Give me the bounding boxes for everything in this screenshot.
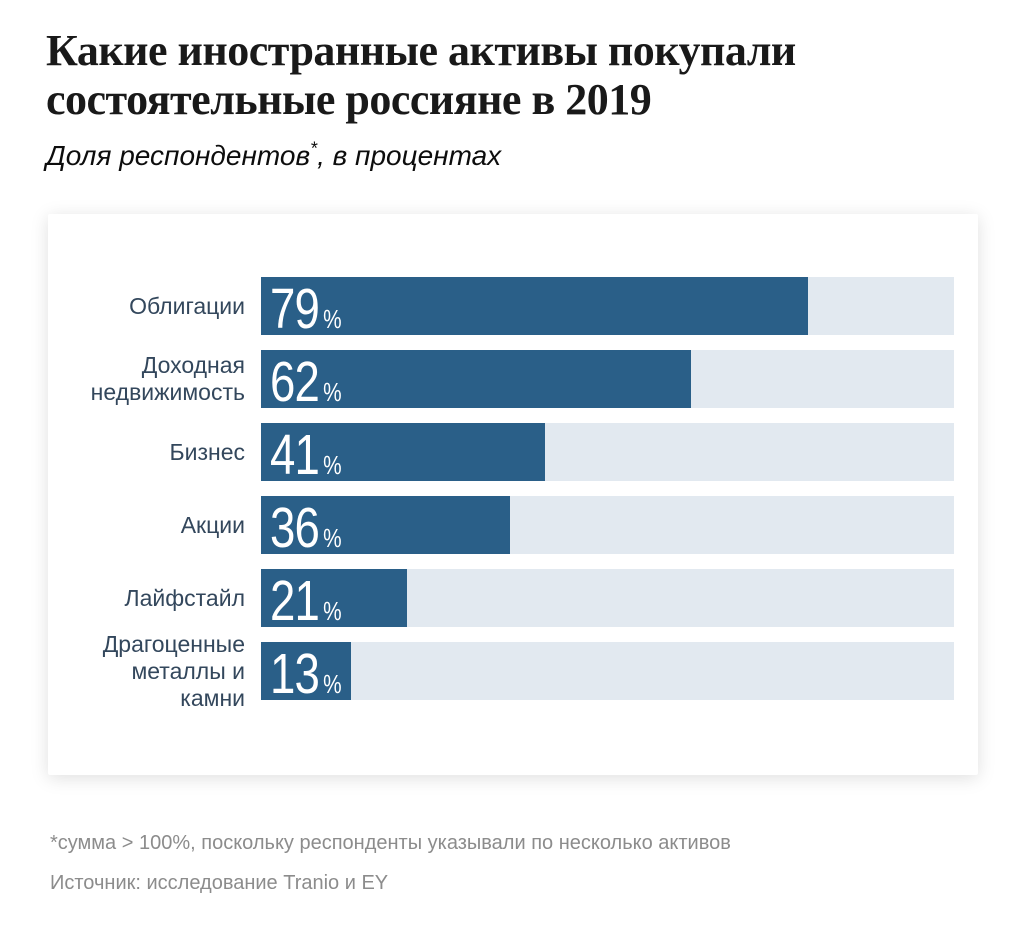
chart-title-line-1: Какие иностранные активы покупали	[46, 26, 796, 75]
chart-title-line-2: состоятельные россияне в 2019	[46, 75, 652, 124]
bar-row: Доходная недвижимость 62%	[71, 350, 954, 414]
bar-value-percent-sign: %	[323, 596, 342, 626]
footnote: *сумма > 100%, поскольку респонденты ука…	[50, 832, 731, 854]
bar-value-percent-sign: %	[323, 304, 342, 334]
source-line: Источник: исследование Tranio и EY	[50, 872, 389, 894]
bar-track: 36%	[261, 496, 954, 560]
bar-value: 36%	[270, 496, 342, 560]
bar-row: Лайфстайл 21%	[71, 569, 954, 633]
bar-fill: 79%	[261, 277, 809, 341]
bar-value: 41%	[270, 423, 342, 487]
bar-label: Доходная недвижимость	[90, 352, 245, 405]
bar-value: 79%	[270, 277, 342, 341]
bar-chart: Облигации 79% Доходная недвижимость 62% Бизн…	[71, 277, 954, 711]
bar-fill: 13%	[261, 642, 352, 706]
bar-row: Облигации 79%	[71, 277, 954, 341]
bar-value: 21%	[270, 569, 342, 633]
subtitle-unit-text: , в процентах	[317, 140, 502, 171]
bar-value-percent-sign: %	[323, 377, 342, 407]
bar-row: Бизнес 41%	[71, 423, 954, 487]
bar-label: Акции	[180, 511, 245, 538]
bar-track: 21%	[261, 569, 954, 633]
bar-label: Лайфстайл	[124, 584, 246, 611]
bar-track: 62%	[261, 350, 954, 414]
chart-subtitle: Доля респондентов*, в процентах	[46, 140, 984, 172]
bar-label: Драгоценные металлы и камни	[102, 630, 245, 711]
bar-value-percent-sign: %	[323, 523, 342, 553]
bar-track: 13%	[261, 642, 954, 706]
bar-fill: 62%	[261, 350, 691, 414]
bar-fill: 41%	[261, 423, 546, 487]
bar-track: 41%	[261, 423, 954, 487]
bar-row: Драгоценные металлы и камни 13%	[71, 631, 954, 711]
bar-label: Облигации	[129, 292, 245, 319]
subtitle-text: Доля респондентов	[46, 140, 311, 171]
bar-value-percent-sign: %	[323, 450, 342, 480]
bar-value: 62%	[270, 350, 342, 414]
bar-label: Бизнес	[169, 438, 245, 465]
subtitle-asterisk: *	[310, 138, 318, 159]
chart-title: Какие иностранные активы покупали состоят…	[46, 26, 926, 124]
chart-header: Какие иностранные активы покупали состоят…	[0, 0, 1024, 172]
chart-footer: *сумма > 100%, поскольку респонденты ука…	[50, 832, 1024, 895]
bar-value-percent-sign: %	[323, 669, 342, 699]
bar-track: 79%	[261, 277, 954, 341]
chart-card: Облигации 79% Доходная недвижимость 62% Бизн…	[48, 214, 978, 775]
bar-fill: 21%	[261, 569, 407, 633]
bar-row: Акции 36%	[71, 496, 954, 560]
bar-value: 13%	[270, 642, 342, 706]
bar-fill: 36%	[261, 496, 511, 560]
